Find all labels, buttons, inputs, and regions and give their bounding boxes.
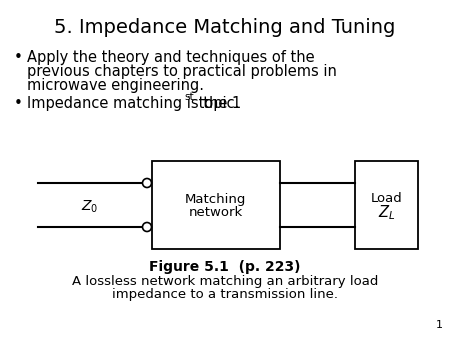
Text: Matching: Matching [185, 193, 247, 207]
Text: topic.: topic. [194, 96, 239, 111]
Text: 1: 1 [436, 320, 443, 330]
Text: A lossless network matching an arbitrary load: A lossless network matching an arbitrary… [72, 275, 378, 288]
Circle shape [143, 178, 152, 188]
Text: $Z_L$: $Z_L$ [378, 204, 395, 222]
Text: previous chapters to practical problems in: previous chapters to practical problems … [27, 64, 337, 79]
Text: 5. Impedance Matching and Tuning: 5. Impedance Matching and Tuning [54, 18, 396, 37]
Text: $Z_0$: $Z_0$ [81, 199, 99, 215]
Text: st: st [184, 92, 194, 102]
Text: Apply the theory and techniques of the: Apply the theory and techniques of the [27, 50, 315, 65]
Text: •: • [14, 96, 23, 111]
Bar [152, 161, 280, 249]
Text: microwave engineering.: microwave engineering. [27, 78, 204, 93]
Text: Load: Load [371, 193, 402, 206]
Text: Figure 5.1  (p. 223): Figure 5.1 (p. 223) [149, 260, 301, 274]
Text: •: • [14, 50, 23, 65]
Bar [355, 161, 418, 249]
Circle shape [143, 222, 152, 232]
Text: impedance to a transmission line.: impedance to a transmission line. [112, 288, 338, 301]
Text: Impedance matching is the 1: Impedance matching is the 1 [27, 96, 241, 111]
Text: network: network [189, 207, 243, 219]
